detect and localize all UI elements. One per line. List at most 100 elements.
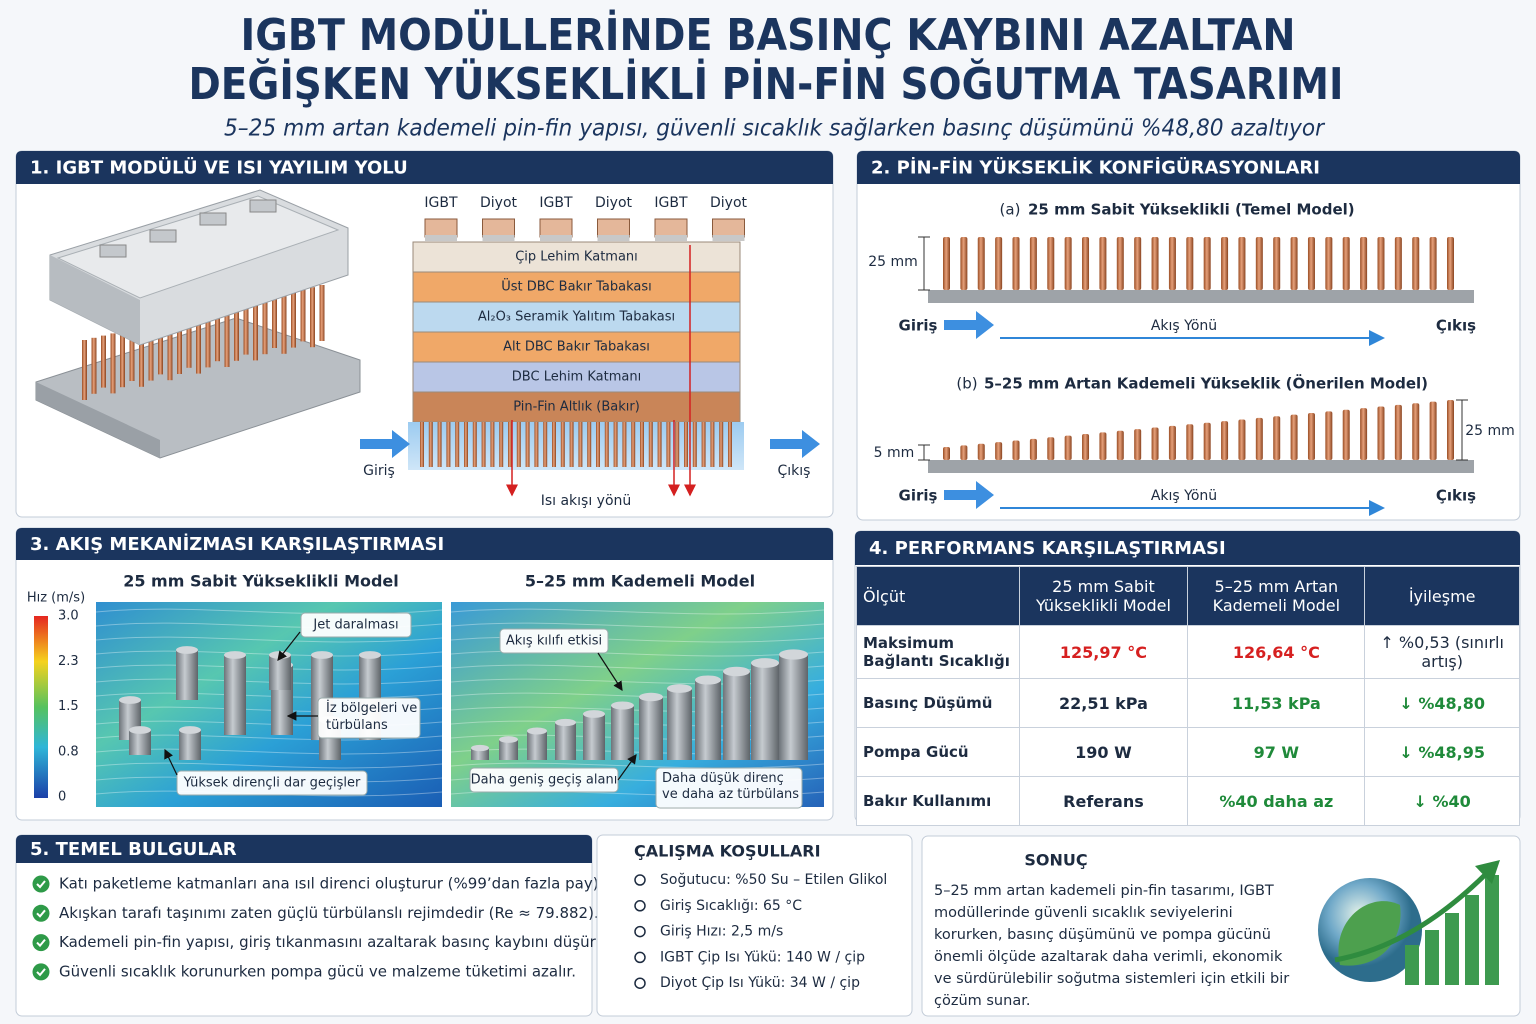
pin-fin <box>1238 419 1246 460</box>
pin-fin <box>543 422 548 467</box>
pin-fin <box>552 422 556 467</box>
chip <box>539 218 573 238</box>
table-cell: 125,97 °C <box>1018 625 1189 679</box>
streamline <box>450 762 825 769</box>
module-pin <box>215 309 220 362</box>
cfd-title: 5–25 mm Kademeli Model <box>525 572 755 591</box>
dimension-label: 5 mm <box>874 445 915 461</box>
pin-fin <box>1186 424 1194 460</box>
pin-cylinder <box>527 731 547 760</box>
module-pin <box>272 296 277 348</box>
leaf <box>1338 901 1401 966</box>
pin-fin <box>1447 237 1454 290</box>
annotation: Jet daralması <box>312 618 398 633</box>
pin-fin <box>508 422 512 467</box>
module-pin <box>110 333 116 394</box>
condition: Soğutucu: %50 Su – Etilen Glikol <box>660 872 887 888</box>
pin-fin <box>1429 237 1437 290</box>
condition-icon <box>634 925 646 938</box>
check-mark <box>36 968 46 977</box>
growth-bar <box>1485 875 1499 985</box>
pin-fin <box>1186 237 1194 290</box>
module-pin <box>158 322 163 375</box>
finding: Güvenli sıcaklık korunurken pompa gücü v… <box>59 962 576 980</box>
pin-cylinder <box>179 730 201 760</box>
pin-fin <box>1116 430 1124 460</box>
module-pin <box>177 318 182 374</box>
pin-fin <box>1325 411 1333 460</box>
pin-fin <box>1012 440 1020 460</box>
module-pin <box>253 300 258 361</box>
pin-top <box>119 696 141 704</box>
module-pin <box>300 289 306 342</box>
panel-title: 1. IGBT MODÜLÜ VE ISI YAYILIM YOLU <box>30 157 408 179</box>
streamline <box>95 692 443 699</box>
streamline <box>450 622 825 629</box>
annotation-box <box>499 628 609 654</box>
table-cell: Referans <box>1018 776 1189 826</box>
module-pin <box>205 311 211 368</box>
layer-label: DBC Lehim Katmanı <box>512 370 641 385</box>
pin-fin <box>1394 404 1402 460</box>
colorbar-tick: 3.0 <box>58 609 79 624</box>
cfd-title: 25 mm Sabit Yükseklikli Model <box>123 572 399 591</box>
panel-header <box>16 835 592 863</box>
pin-fin <box>1342 409 1350 460</box>
chip-label: IGBT <box>424 195 458 211</box>
pin-fin <box>1429 401 1437 460</box>
annotation-box <box>655 767 803 809</box>
pin-fin <box>622 422 627 467</box>
chip-solder <box>712 235 745 241</box>
module-pin <box>310 287 315 348</box>
check-icon <box>32 934 50 952</box>
pin-fin <box>481 422 486 467</box>
annotation: Akış kılıfı etkisi <box>506 634 602 649</box>
table-header: Ölçüt <box>856 566 1020 626</box>
pin-fin <box>1290 237 1298 290</box>
pin-fin <box>1151 427 1159 460</box>
pin-fin <box>1238 237 1246 290</box>
module-pin <box>91 337 97 394</box>
pin-fin <box>1168 237 1176 290</box>
pin-top <box>176 646 198 654</box>
module-terminal <box>249 199 277 213</box>
colorbar <box>34 616 48 798</box>
pin-fin <box>1134 429 1142 460</box>
pin-fin <box>1047 237 1055 290</box>
module-pin <box>129 329 135 381</box>
colorbar-tick: 2.3 <box>58 654 79 669</box>
pin-fin <box>1082 237 1090 290</box>
pin-top <box>583 710 605 718</box>
pin-fin <box>1307 412 1315 460</box>
module-terminal <box>199 212 227 226</box>
streamline <box>450 636 825 643</box>
pin-fin <box>1273 416 1281 460</box>
panel-header <box>857 151 1520 184</box>
pin-top <box>723 666 750 677</box>
fin-base <box>928 460 1474 473</box>
check-mark <box>36 909 46 918</box>
layer-label: Çip Lehim Katmanı <box>515 250 638 265</box>
fin-base <box>928 290 1474 303</box>
pin-fin <box>1064 237 1072 290</box>
conclusion-title: SONUÇ <box>1024 851 1087 870</box>
pin-fin <box>1168 425 1176 460</box>
outlet-label: Çıkış <box>1436 487 1476 505</box>
table-header: 25 mm Sabit Yükseklikli Model <box>1018 566 1189 626</box>
flow-label: Akış Yönü <box>1151 488 1217 504</box>
chip <box>424 218 458 238</box>
panel-header <box>855 531 1520 565</box>
pin-cylinder <box>176 650 198 700</box>
colorbar-tick: 1.5 <box>58 699 79 714</box>
streamline <box>95 762 443 769</box>
pin-fin <box>943 447 950 460</box>
pin-fin <box>596 422 600 467</box>
pin-fin <box>1255 417 1263 460</box>
pin-fin <box>604 422 609 467</box>
pin-fin <box>684 422 688 467</box>
module-pin <box>167 320 173 381</box>
colorbar-title: Hız (m/s) <box>27 591 85 606</box>
pin-fin <box>534 422 539 467</box>
module-pin <box>319 285 325 341</box>
conditions-title: ÇALIŞMA KOŞULLARI <box>634 842 821 861</box>
